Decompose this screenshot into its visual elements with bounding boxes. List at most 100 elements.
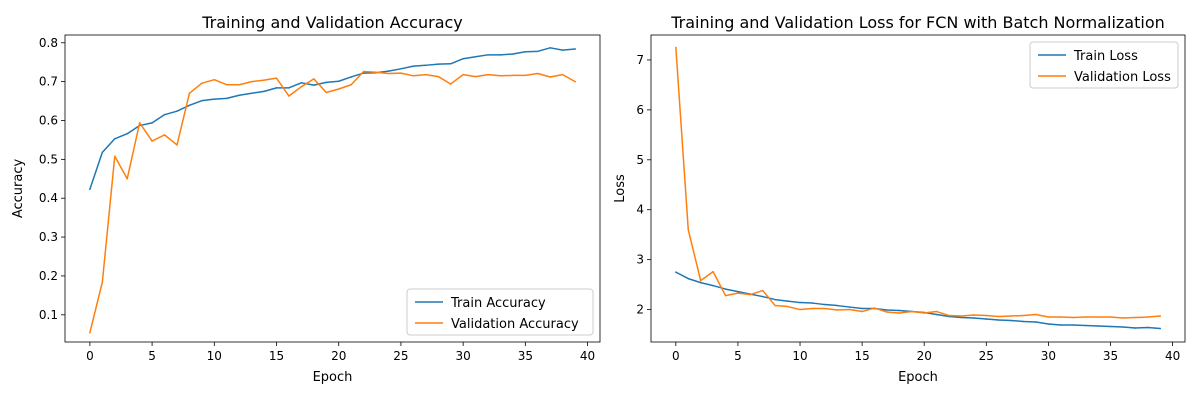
x-tick-label: 10 (792, 349, 807, 363)
y-tick-label: 0.8 (39, 36, 58, 50)
data-point-validation-loss (997, 315, 1000, 318)
data-point-train-accuracy (213, 98, 216, 100)
data-point-train-accuracy (163, 113, 166, 116)
y-axis-label: Loss (613, 174, 628, 203)
data-point-train-loss (1122, 326, 1124, 328)
data-point-validation-loss (1097, 316, 1099, 318)
axes-frame (650, 34, 1186, 343)
x-tick-label: 0 (86, 349, 94, 363)
data-point-train-loss (836, 304, 839, 307)
data-point-validation-loss (848, 308, 851, 311)
data-point-train-loss (1134, 327, 1137, 329)
data-point-validation-accuracy (300, 85, 303, 88)
data-point-validation-accuracy (114, 155, 116, 157)
data-point-validation-accuracy (225, 83, 228, 86)
data-point-validation-loss (1146, 316, 1149, 318)
data-point-validation-loss (712, 270, 714, 273)
y-tick-label: 0.2 (39, 269, 58, 283)
data-point-validation-accuracy (375, 71, 377, 74)
data-point-validation-loss (898, 312, 901, 314)
data-point-validation-loss (799, 308, 801, 311)
data-point-validation-loss (1072, 316, 1074, 319)
data-point-validation-loss (973, 314, 975, 316)
data-point-validation-accuracy (462, 73, 464, 76)
y-axis-label: Accuracy (11, 159, 26, 219)
data-point-validation-loss (911, 310, 913, 313)
x-tick-label: 25 (393, 349, 408, 363)
legend: Train Loss Validation Loss (1029, 41, 1179, 89)
legend-label: Train Accuracy (450, 296, 546, 311)
data-point-validation-accuracy (412, 75, 415, 77)
data-point-validation-accuracy (138, 122, 141, 124)
data-point-train-accuracy (574, 48, 576, 50)
data-point-validation-loss (861, 310, 863, 313)
data-point-validation-accuracy (437, 75, 440, 78)
data-point-train-loss (712, 284, 714, 287)
data-point-train-accuracy (250, 92, 253, 95)
chart-1: Training and Validation Accuracy 0 5 10 15 20… (11, 13, 601, 385)
data-point-validation-loss (786, 305, 789, 308)
x-tick-label: 20 (917, 349, 932, 363)
data-point-train-loss (762, 295, 764, 298)
x-tick-label: 35 (1103, 349, 1118, 363)
x-tick-label: 5 (734, 349, 742, 363)
data-point-train-loss (1109, 325, 1112, 328)
data-point-train-accuracy (400, 68, 402, 70)
data-point-validation-loss (948, 314, 950, 317)
x-tick-label: 15 (854, 349, 869, 363)
data-point-validation-accuracy (213, 78, 216, 81)
data-point-validation-accuracy (325, 91, 328, 94)
data-point-validation-loss (675, 46, 677, 49)
data-point-validation-loss (923, 312, 925, 314)
y-tick-label: 0.7 (39, 75, 58, 89)
data-point-validation-loss (960, 315, 963, 317)
legend-label: Validation Loss (1074, 70, 1171, 85)
data-point-validation-accuracy (250, 80, 253, 83)
data-point-validation-accuracy (487, 73, 489, 76)
x-tick-label: 20 (331, 349, 346, 363)
data-point-train-loss (774, 298, 776, 301)
series-line-validation-accuracy (89, 70, 576, 334)
data-point-train-loss (811, 302, 814, 304)
data-point-validation-accuracy (387, 72, 390, 75)
data-point-validation-loss (836, 309, 839, 311)
data-point-train-accuracy (387, 70, 390, 72)
data-point-train-loss (960, 316, 963, 319)
data-point-validation-loss (687, 228, 690, 231)
data-point-train-accuracy (225, 97, 228, 100)
data-point-train-accuracy (337, 80, 340, 82)
data-point-train-accuracy (425, 64, 427, 67)
data-point-train-loss (1072, 324, 1074, 326)
data-point-validation-accuracy (188, 92, 191, 95)
data-point-validation-accuracy (350, 83, 352, 86)
data-point-validation-accuracy (337, 88, 340, 90)
data-point-validation-loss (886, 311, 888, 313)
data-point-train-loss (973, 317, 975, 319)
data-point-train-accuracy (313, 84, 315, 86)
data-point-validation-loss (824, 307, 826, 310)
data-point-train-loss (1159, 327, 1161, 330)
data-point-validation-accuracy (163, 134, 166, 136)
data-point-validation-loss (762, 289, 764, 292)
data-point-validation-accuracy (561, 73, 564, 76)
data-point-train-accuracy (437, 63, 440, 65)
data-point-train-accuracy (350, 76, 352, 78)
data-point-validation-accuracy (201, 82, 203, 84)
data-point-train-accuracy (487, 54, 489, 56)
data-point-train-accuracy (263, 90, 265, 93)
data-point-validation-loss (1122, 317, 1124, 319)
data-point-train-loss (898, 309, 901, 312)
data-point-train-loss (886, 309, 888, 311)
data-point-validation-accuracy (288, 95, 290, 97)
y-tick-label: 0.4 (39, 191, 58, 205)
data-point-validation-accuracy (449, 83, 452, 85)
data-point-train-loss (997, 319, 1000, 321)
data-point-validation-loss (1060, 316, 1062, 318)
data-point-validation-accuracy (524, 74, 527, 77)
data-point-train-loss (799, 301, 801, 304)
data-point-validation-accuracy (151, 140, 153, 142)
data-point-validation-accuracy (537, 72, 539, 75)
y-tick-label: 4 (636, 203, 644, 217)
legend-label: Train Loss (1073, 49, 1138, 64)
